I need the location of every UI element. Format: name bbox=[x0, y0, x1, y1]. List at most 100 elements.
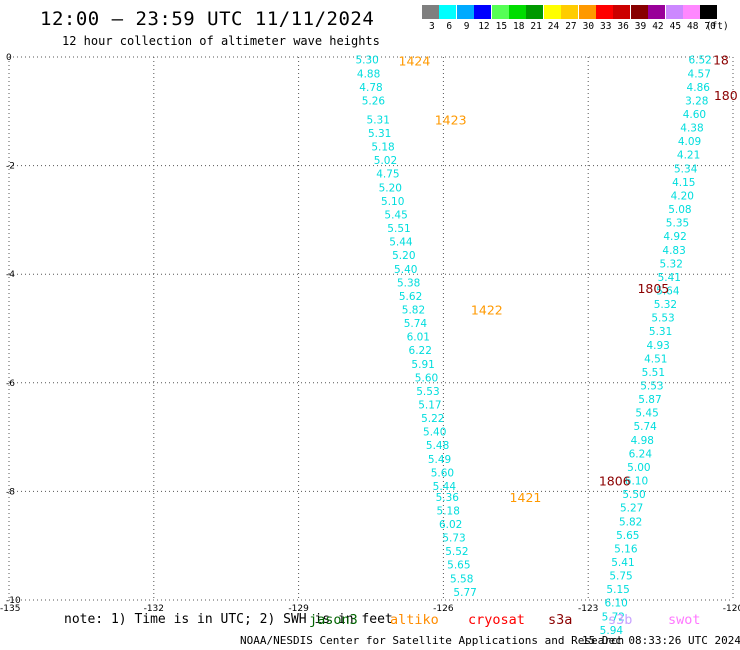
swh-value: 5.53 bbox=[416, 386, 439, 398]
pass-time-label: 1422 bbox=[471, 302, 503, 317]
swh-value: 6.10 bbox=[604, 598, 627, 610]
legend-swatch bbox=[474, 5, 492, 19]
legend-bin-label: 48 bbox=[687, 21, 699, 32]
legend-swatch bbox=[630, 5, 648, 19]
legend-swatch bbox=[543, 5, 561, 19]
mission-label-s3b: s3b bbox=[608, 612, 633, 628]
legend-swatch bbox=[648, 5, 666, 19]
legend-swatch bbox=[665, 5, 683, 19]
lat-tick-label: -4 bbox=[6, 270, 15, 280]
legend-bin-label: 42 bbox=[652, 21, 664, 32]
pass-time-label: 1421 bbox=[510, 490, 542, 505]
swh-value: 4.60 bbox=[683, 109, 706, 121]
swh-value: 5.40 bbox=[394, 264, 417, 276]
swh-value: 4.21 bbox=[677, 150, 700, 162]
swh-value: 5.48 bbox=[426, 440, 449, 452]
swh-value: 5.16 bbox=[614, 543, 638, 555]
swh-value: 4.38 bbox=[680, 123, 703, 135]
legend-bin-label: 70 bbox=[704, 21, 716, 32]
mission-label-altiko: altiko bbox=[390, 612, 439, 628]
swh-value: 5.74 bbox=[633, 421, 657, 433]
legend-unit-label: (ft) bbox=[705, 21, 729, 32]
footer-note: note: 1) Time is in UTC; 2) SWH is in fe… bbox=[64, 612, 393, 627]
legend-swatch bbox=[491, 5, 509, 19]
legend-swatch bbox=[596, 5, 613, 19]
legend-bin-label: 33 bbox=[600, 21, 612, 32]
mission-label-s3a: s3a bbox=[548, 612, 573, 628]
swh-value: 5.51 bbox=[387, 223, 410, 235]
swh-value: 5.53 bbox=[640, 381, 663, 393]
swh-value: 5.20 bbox=[379, 182, 402, 194]
swh-value: 5.77 bbox=[453, 587, 476, 599]
swh-value: 5.45 bbox=[384, 209, 407, 221]
lon-tick-label: -129 bbox=[288, 604, 309, 614]
swh-value: 5.75 bbox=[609, 571, 632, 583]
legend-swatch bbox=[456, 5, 474, 19]
swh-value: 5.82 bbox=[402, 304, 425, 316]
swh-value: 5.15 bbox=[606, 584, 629, 596]
swh-value: 5.20 bbox=[392, 250, 415, 262]
swh-value: 5.30 bbox=[355, 55, 378, 67]
lat-tick-label: -2 bbox=[6, 162, 15, 172]
legend-swatch bbox=[422, 5, 439, 19]
legend-bin-label: 30 bbox=[582, 21, 595, 32]
legend-bin-label: 9 bbox=[463, 21, 470, 32]
swh-value: 5.18 bbox=[371, 142, 394, 154]
lon-tick-label: -132 bbox=[144, 604, 164, 614]
swh-value: 5.65 bbox=[616, 530, 639, 542]
swh-value: 4.93 bbox=[646, 340, 669, 352]
swh-value: 4.15 bbox=[672, 177, 695, 189]
swh-value: 5.51 bbox=[642, 367, 665, 379]
swh-value: 5.36 bbox=[436, 492, 460, 504]
legend-swatch bbox=[613, 5, 631, 19]
swh-value: 5.82 bbox=[619, 516, 642, 528]
swh-value: 5.65 bbox=[447, 560, 470, 572]
legend-bin-label: 12 bbox=[478, 21, 490, 32]
swh-value: 4.57 bbox=[688, 68, 711, 80]
swh-value: 5.74 bbox=[404, 318, 428, 330]
swh-value: 5.44 bbox=[433, 481, 457, 493]
legend-bin-label: 45 bbox=[669, 21, 682, 32]
pass-time-label: 1806 bbox=[599, 474, 631, 489]
swh-value: 5.31 bbox=[649, 326, 672, 338]
swh-value: 5.35 bbox=[666, 218, 689, 230]
legend-bin-label: 24 bbox=[547, 21, 560, 32]
swh-value: 5.52 bbox=[445, 546, 468, 558]
swh-value: 5.32 bbox=[654, 299, 677, 311]
swh-value: 5.22 bbox=[421, 413, 444, 425]
map-subtitle: 12 hour collection of altimeter wave hei… bbox=[62, 34, 380, 48]
legend-bin-label: 21 bbox=[530, 21, 542, 32]
swh-value: 5.60 bbox=[415, 372, 438, 384]
swh-value: 5.41 bbox=[611, 557, 634, 569]
swh-value: 5.32 bbox=[660, 258, 683, 270]
legend-bin-label: 27 bbox=[565, 21, 577, 32]
pass-time-label: 180 bbox=[714, 88, 738, 103]
swh-value: 5.10 bbox=[381, 196, 404, 208]
swh-value: 4.92 bbox=[663, 231, 686, 243]
legend-swatch bbox=[509, 5, 526, 19]
swh-value: 5.17 bbox=[418, 400, 441, 412]
legend-swatch bbox=[683, 5, 700, 19]
swh-value: 6.02 bbox=[439, 519, 462, 531]
lon-tick-label: -123 bbox=[578, 604, 598, 614]
legend-swatch bbox=[526, 5, 544, 19]
swh-value: 4.98 bbox=[631, 435, 654, 447]
swh-value: 4.20 bbox=[671, 190, 694, 202]
swh-value: 5.38 bbox=[397, 277, 420, 289]
swh-value: 5.91 bbox=[411, 359, 434, 371]
swh-value: 5.60 bbox=[431, 467, 454, 479]
swh-value: 4.78 bbox=[359, 82, 382, 94]
swh-value: 4.51 bbox=[644, 353, 667, 365]
swh-value: 4.88 bbox=[357, 68, 380, 80]
lon-tick-label: -120 bbox=[723, 604, 740, 614]
pass-time-label: 1423 bbox=[435, 112, 467, 127]
swh-value: 5.26 bbox=[362, 95, 386, 107]
legend-swatch bbox=[578, 5, 596, 19]
swh-value: 5.27 bbox=[620, 503, 643, 515]
swh-value: 5.08 bbox=[668, 204, 691, 216]
legend-bin-label: 39 bbox=[634, 21, 647, 32]
swh-value: 4.83 bbox=[662, 245, 685, 257]
legend-bin-label: 15 bbox=[495, 21, 508, 32]
swh-value: 6.52 bbox=[688, 55, 711, 67]
